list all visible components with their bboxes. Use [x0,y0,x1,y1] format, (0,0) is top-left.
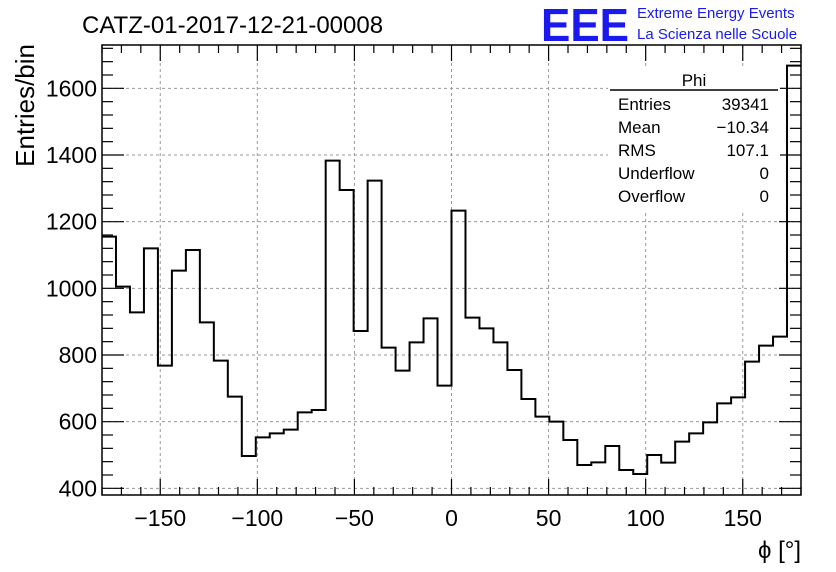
histogram-bin [703,422,717,495]
stats-box-title: Phi [682,71,707,90]
x-tick-label: −150 [134,505,186,531]
histogram-bin [298,412,312,495]
x-axis-label: ϕ [°] [758,537,801,564]
histogram-bin [200,322,214,495]
x-tick-label: 100 [626,505,664,531]
histogram-bin [773,337,787,495]
histogram-bin [354,331,368,495]
histogram-bin [158,366,172,495]
y-axis: 400 600 800 1000 1200 1400 1600 [46,47,801,501]
histogram-bin [340,190,354,495]
y-axis-label: Entries/bin [10,44,40,167]
stats-row-value: −10.34 [717,118,769,137]
x-tick-label: 0 [445,505,458,531]
stats-row-value: 0 [760,187,769,206]
histogram-bin [661,463,675,495]
histogram-series [102,64,801,495]
histogram-bin [410,342,424,495]
histogram-bin [424,318,438,495]
histogram-bin [675,442,689,495]
histogram-bin [242,456,256,495]
eee-logo-mark: EEE [541,0,629,51]
histogram-bin [116,287,130,495]
histogram-bin [717,403,731,495]
chart-title: CATZ-01-2017-12-21-00008 [82,12,383,39]
histogram-bin [186,250,200,495]
x-tick-label: −50 [335,505,374,531]
x-axis: −150 −100 −50 0 50 100 150 [101,45,802,531]
y-tick-label: 1200 [46,209,97,235]
histogram-bin [130,312,144,495]
histogram-bin [465,318,479,495]
stats-row-label: Overflow [618,187,686,206]
x-tick-label: 150 [724,505,762,531]
y-tick-label: 800 [59,342,97,368]
histogram-bin [382,348,396,495]
y-tick-label: 600 [59,409,97,435]
histogram-bin [535,417,549,495]
stats-row-label: Underflow [618,164,695,183]
y-tick-label: 1600 [46,75,97,101]
histogram-bin [228,397,242,495]
histogram-bin [270,433,284,495]
stats-row-value: 39341 [722,95,769,114]
histogram-bin [284,430,298,495]
y-tick-label: 400 [59,475,97,501]
eee-logo: EEE Extreme Energy Events La Scienza nel… [541,0,797,51]
stats-box-background [608,68,780,210]
histogram-bin [312,410,326,495]
histogram-outline [102,64,801,475]
histogram-bin [759,346,773,495]
histogram-bin [787,66,801,495]
histogram-bin [438,386,452,495]
histogram-bin [745,362,759,495]
stats-row-value: 107.1 [726,141,769,160]
stats-box: Phi Entries 39341 Mean −10.34 RMS 107.1 Underf… [608,68,780,210]
y-tick-label: 1400 [46,142,97,168]
x-tick-label: 50 [536,505,562,531]
histogram-bin [521,399,535,495]
histogram-bin [577,465,591,495]
stats-row-label: RMS [618,141,656,160]
histogram-bin [647,455,661,495]
histogram-bin [493,342,507,495]
histogram-bin [563,440,577,495]
histogram-bin [549,422,563,495]
histogram-bin [479,328,493,495]
eee-logo-line2: La Scienza nelle Scuole [637,26,797,43]
histogram-bin [214,361,228,495]
stats-row-label: Entries [618,95,671,114]
histogram-bin [507,370,521,495]
eee-logo-line1: Extreme Energy Events [637,5,795,22]
histogram-bin [368,181,382,495]
stats-row-value: 0 [760,164,769,183]
x-tick-label: −100 [231,505,283,531]
histogram-bin [591,462,605,495]
histogram-bin [452,211,466,495]
histogram-bin [326,161,340,495]
histogram-bin [144,248,158,495]
histogram-bin [396,371,410,495]
histogram-bin [689,433,703,495]
histogram-bin [172,271,186,495]
stats-row-label: Mean [618,118,661,137]
y-tick-label: 1000 [46,275,97,301]
